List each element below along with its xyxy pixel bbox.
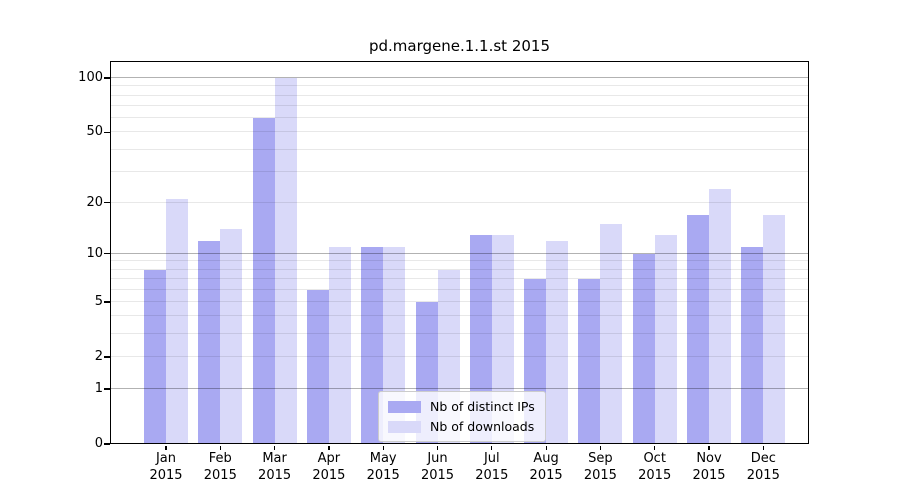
y-tick-label: 50 xyxy=(86,124,103,140)
gridline-minor xyxy=(110,355,809,357)
bar-downloads xyxy=(654,234,677,444)
gridline-minor xyxy=(110,268,809,270)
x-tick-mark xyxy=(491,445,493,450)
gridline-major xyxy=(110,77,809,78)
x-tick-label: Nov 2015 xyxy=(692,451,726,483)
bar-downloads xyxy=(546,240,569,444)
gridline-minor xyxy=(110,94,809,96)
x-tick-label: Mar 2015 xyxy=(258,451,292,483)
legend-row: Nb of downloads xyxy=(388,419,535,434)
gridline-major xyxy=(110,252,809,254)
x-tick-mark xyxy=(274,445,276,450)
gridline-minor xyxy=(110,333,809,335)
y-tick-mark xyxy=(103,131,110,133)
gridline-minor xyxy=(110,148,809,150)
legend-row: Nb of distinct IPs xyxy=(388,399,535,414)
y-tick-mark xyxy=(103,77,110,79)
y-tick-mark xyxy=(103,301,110,303)
bar-downloads xyxy=(709,188,731,444)
bar-distinct-ips xyxy=(144,269,166,444)
legend-swatch-distinct-ips xyxy=(388,400,421,413)
gridline-minor xyxy=(110,170,809,172)
x-tick-label: Jul 2015 xyxy=(475,451,509,483)
x-tick-mark xyxy=(599,445,602,450)
y-tick-label: 100 xyxy=(78,70,103,85)
gridline-minor xyxy=(110,278,809,280)
x-tick-label: Dec 2015 xyxy=(746,451,780,483)
gridline-minor xyxy=(110,105,809,106)
x-tick-mark xyxy=(219,445,221,450)
bar-distinct-ips xyxy=(361,246,384,444)
bar-distinct-ips xyxy=(578,279,601,444)
x-tick-label: Apr 2015 xyxy=(312,451,346,483)
x-tick-mark xyxy=(165,445,167,450)
gridline-minor xyxy=(110,300,809,302)
bar-downloads xyxy=(166,198,188,444)
x-tick-label: Oct 2015 xyxy=(638,451,672,483)
gridline-minor xyxy=(110,260,809,262)
bar-distinct-ips xyxy=(632,253,655,444)
y-tick-label: 0 xyxy=(94,436,103,451)
x-tick-mark xyxy=(708,445,710,450)
bar-downloads xyxy=(220,229,243,444)
legend: Nb of distinct IPs Nb of downloads xyxy=(378,391,546,442)
x-tick-mark xyxy=(762,445,764,450)
legend-swatch-downloads xyxy=(388,420,421,433)
x-tick-label: Sep 2015 xyxy=(583,451,617,483)
x-tick-mark xyxy=(382,445,384,450)
y-tick-mark xyxy=(103,388,110,390)
x-tick-mark xyxy=(654,445,656,450)
y-tick-mark xyxy=(103,356,110,358)
x-tick-mark xyxy=(328,445,330,450)
bar-distinct-ips xyxy=(198,240,221,444)
gridline-minor xyxy=(110,131,809,133)
chart-title: pd.margene.1.1.st 2015 xyxy=(368,37,551,55)
gridline-minor xyxy=(110,288,809,290)
bar-downloads xyxy=(274,78,297,444)
legend-label-distinct-ips: Nb of distinct IPs xyxy=(430,399,535,414)
gridline-minor xyxy=(110,117,809,118)
y-tick-label: 20 xyxy=(86,194,103,210)
x-tick-mark xyxy=(545,445,547,450)
gridline-minor xyxy=(110,201,809,203)
bar-distinct-ips xyxy=(687,214,709,444)
y-tick-label: 5 xyxy=(94,293,103,309)
bar-distinct-ips xyxy=(741,246,764,444)
y-tick-mark xyxy=(103,202,110,204)
x-tick-label: Jun 2015 xyxy=(420,451,455,483)
gridline-minor xyxy=(110,85,809,87)
x-tick-label: May 2015 xyxy=(366,451,400,483)
legend-label-downloads: Nb of downloads xyxy=(430,419,535,434)
y-tick-mark xyxy=(103,443,110,445)
bar-downloads xyxy=(600,224,623,444)
x-tick-label: Feb 2015 xyxy=(203,451,237,483)
plot-area: Nb of distinct IPs Nb of downloads xyxy=(110,61,809,444)
bar-distinct-ips xyxy=(306,289,329,444)
gridline-major xyxy=(110,388,809,389)
y-tick-label: 2 xyxy=(94,348,103,364)
x-tick-label: Jan 2015 xyxy=(149,451,183,483)
bar-downloads xyxy=(328,246,351,444)
y-tick-label: 1 xyxy=(94,381,103,396)
y-tick-label: 10 xyxy=(86,245,103,261)
gridline-minor xyxy=(110,315,809,317)
x-tick-label: Aug 2015 xyxy=(529,451,563,483)
x-tick-mark xyxy=(436,445,439,450)
bar-distinct-ips xyxy=(252,118,275,444)
bar-downloads xyxy=(763,214,786,444)
y-tick-mark xyxy=(103,253,110,255)
